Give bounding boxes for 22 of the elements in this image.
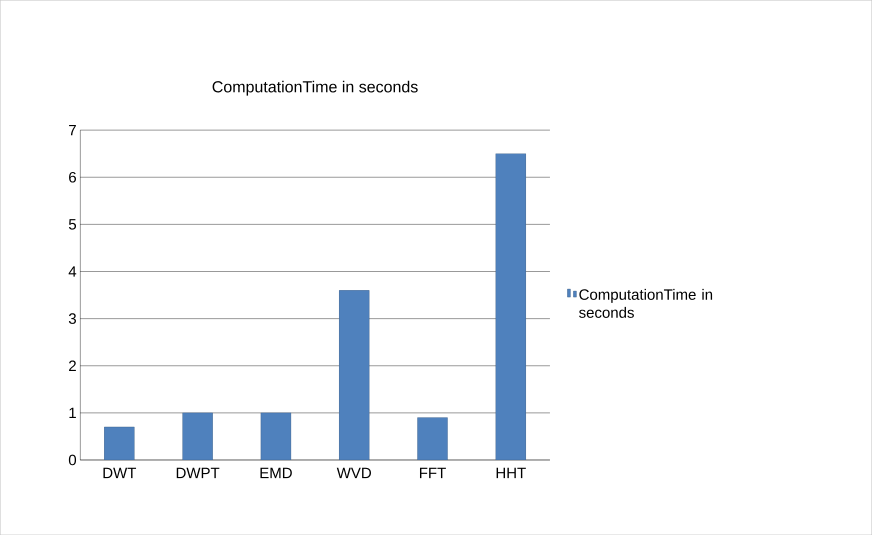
legend-label: ComputationTime in seconds [579, 288, 712, 318]
y-tick-label: 6 [69, 172, 76, 182]
bar [260, 412, 292, 460]
y-tick-label: 3 [68, 313, 76, 324]
y-tick-label: 7 [69, 124, 76, 136]
x-tick-label: DWPT [176, 468, 220, 478]
y-tick-label: 0 [68, 454, 76, 466]
x-tick-label: EMD [260, 468, 292, 478]
bar [496, 153, 526, 460]
bar [104, 426, 135, 460]
bar [339, 290, 370, 460]
y-tick-label: 5 [68, 219, 76, 230]
x-tick-label: DWT [103, 468, 136, 478]
y-tick-label: 1 [69, 408, 76, 418]
chart-title: ComputationTime in seconds [212, 80, 418, 96]
bar [417, 417, 448, 460]
x-tick-label: HHT [496, 468, 526, 478]
x-tick-label: FFT [420, 468, 446, 478]
x-tick-label: WVD [336, 468, 371, 478]
y-tick-label: 4 [68, 266, 76, 277]
bar [182, 412, 213, 460]
y-tick-label: 2 [69, 360, 76, 371]
